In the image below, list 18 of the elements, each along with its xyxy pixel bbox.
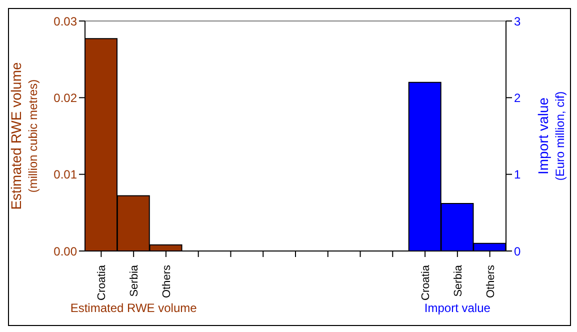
y2-axis-title: Import value (Euro million, cif) [535,91,567,181]
y2-tick-label: 3 [514,14,521,28]
x-tick-label: Serbia [452,264,464,297]
y-tick-label: 0.03 [54,14,78,28]
x-tick-label: Others [484,264,497,298]
x-tick-label: Others [160,264,173,298]
y2-tick-label: 2 [514,90,521,105]
x-tick-label: Croatia [96,264,108,300]
y-tick-label: 0.00 [54,244,78,258]
y-tick-label: 0.02 [54,90,78,105]
y2-tick-label: 1 [514,168,521,182]
text: Import value [423,301,492,315]
y-tick-label: 0.01 [54,168,78,182]
y-axis-title: Estimated RWE volume (million cubic metres) [8,62,40,210]
x-tick-label: Croatia [420,264,432,300]
text: Estimated RWE volume [69,301,198,315]
y2-tick-label: 0 [514,244,521,258]
x-tick-label: Serbia [128,264,141,297]
